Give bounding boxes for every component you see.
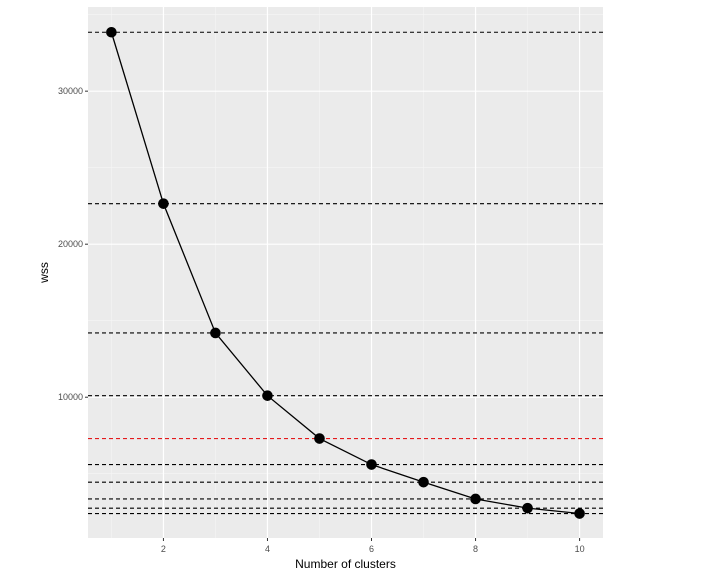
- x-axis-ticks: 2 4 6 8 10: [161, 538, 585, 554]
- y-tick-label: 20000: [58, 239, 83, 249]
- data-point-7: [418, 476, 429, 488]
- data-point-6: [366, 459, 377, 470]
- x-tick-label: 6: [369, 544, 374, 554]
- data-point-3: [210, 327, 221, 339]
- data-point-10: [574, 508, 585, 519]
- plot-panel: [88, 7, 603, 538]
- series-line: [110, 32, 580, 515]
- data-point-1: [106, 26, 117, 38]
- x-tick-label: 4: [265, 544, 270, 554]
- major-grid: [88, 7, 603, 538]
- data-points: [106, 26, 585, 519]
- x-axis-title: Number of clusters: [295, 557, 396, 571]
- data-point-4: [262, 390, 273, 401]
- y-tick-label: 30000: [58, 86, 83, 96]
- minor-grid: [88, 7, 603, 538]
- y-axis-title: wss: [37, 262, 51, 284]
- data-point-5: [314, 433, 325, 444]
- x-tick-label: 2: [161, 544, 166, 554]
- data-point-9: [522, 502, 533, 514]
- data-point-8: [470, 493, 481, 505]
- y-axis-ticks: 10000 20000 30000: [58, 86, 88, 402]
- y-tick-label: 10000: [58, 392, 83, 402]
- x-tick-label: 8: [473, 544, 478, 554]
- reference-lines: [88, 31, 603, 515]
- data-point-2: [158, 198, 169, 209]
- x-tick-label: 10: [575, 544, 585, 554]
